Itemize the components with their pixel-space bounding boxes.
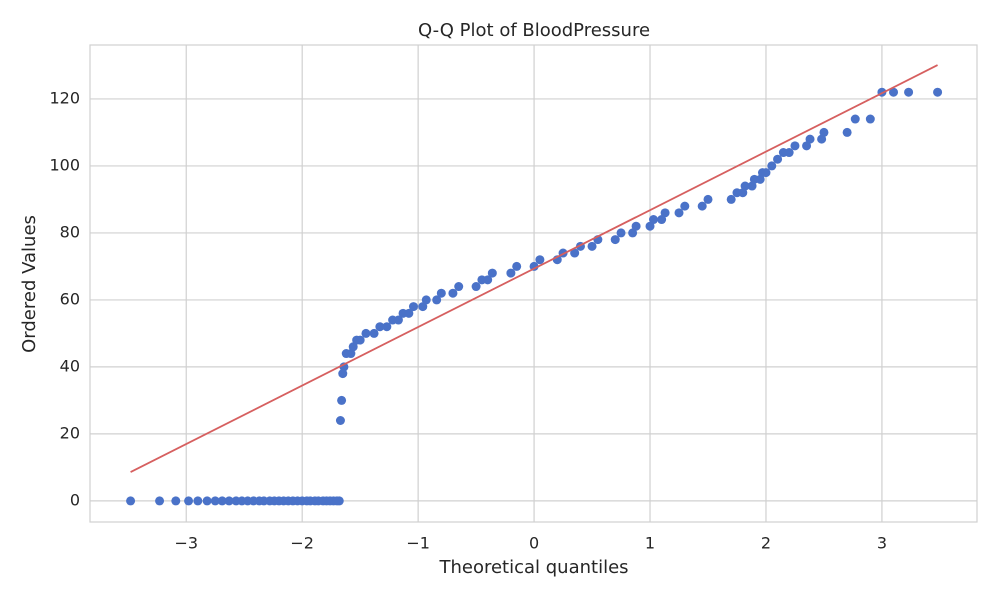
y-tick-label: 80: [60, 222, 80, 241]
y-tick-label: 0: [70, 490, 80, 509]
data-point: [382, 322, 392, 332]
data-point: [865, 114, 875, 124]
data-point: [171, 496, 181, 506]
y-axis-label: Ordered Values: [19, 215, 40, 353]
data-point: [819, 127, 829, 137]
data-point: [404, 308, 414, 318]
data-point: [529, 261, 539, 271]
data-point: [628, 228, 638, 238]
x-tick-label: 0: [529, 534, 539, 553]
data-point: [506, 268, 516, 278]
data-point: [850, 114, 860, 124]
data-point: [202, 496, 212, 506]
data-point: [773, 154, 783, 164]
data-point: [805, 134, 815, 144]
data-point: [408, 302, 418, 312]
x-tick-label: 3: [877, 534, 887, 553]
data-point: [155, 496, 165, 506]
data-point: [645, 221, 655, 231]
data-point: [680, 201, 690, 211]
data-point: [471, 282, 481, 292]
data-point: [348, 342, 358, 352]
y-tick-label: 20: [60, 423, 80, 442]
data-point: [535, 255, 545, 265]
x-axis-label: Theoretical quantiles: [438, 557, 628, 578]
data-point: [631, 221, 641, 231]
data-point: [337, 395, 347, 405]
data-point: [657, 215, 667, 225]
data-point: [193, 496, 203, 506]
data-point: [703, 194, 713, 204]
data-point: [740, 181, 750, 191]
y-tick-label: 60: [60, 289, 80, 308]
data-point: [649, 215, 659, 225]
data-point: [454, 282, 464, 292]
fit-line: [130, 64, 938, 473]
data-point: [487, 268, 497, 278]
data-point: [361, 328, 371, 338]
data-point: [184, 496, 194, 506]
data-point: [224, 496, 234, 506]
data-point: [436, 288, 446, 298]
axes-frame: [89, 44, 978, 523]
data-point: [448, 288, 458, 298]
plot-area: [126, 64, 943, 506]
data-point: [210, 496, 220, 506]
data-point: [483, 275, 493, 285]
data-point: [674, 208, 684, 218]
chart-title: Q-Q Plot of BloodPressure: [418, 20, 650, 41]
data-point: [338, 369, 348, 379]
x-tick-label: −2: [290, 534, 314, 553]
data-point: [512, 261, 522, 271]
data-point: [660, 208, 670, 218]
data-point: [784, 148, 794, 158]
data-point: [334, 496, 344, 506]
y-tick-label: 40: [60, 356, 80, 375]
data-point: [616, 228, 626, 238]
data-point: [767, 161, 777, 171]
data-point: [933, 87, 943, 97]
x-tick-label: −1: [406, 534, 430, 553]
x-tick-label: −3: [174, 534, 198, 553]
data-point: [375, 322, 385, 332]
data-point: [610, 235, 620, 245]
data-point: [393, 315, 403, 325]
data-point: [842, 127, 852, 137]
y-tick-label: 100: [49, 155, 80, 174]
data-point: [802, 141, 812, 151]
x-tick-label: 1: [645, 534, 655, 553]
data-point: [432, 295, 442, 305]
data-point: [217, 496, 227, 506]
x-tick-label: 2: [761, 534, 771, 553]
data-point: [126, 496, 136, 506]
data-point: [889, 87, 899, 97]
data-point: [570, 248, 580, 258]
data-point: [587, 241, 597, 251]
y-tick-label: 120: [49, 88, 80, 107]
data-point: [369, 328, 379, 338]
data-point: [790, 141, 800, 151]
data-point: [761, 168, 771, 178]
data-point: [418, 302, 428, 312]
data-point: [421, 295, 431, 305]
data-point: [904, 87, 914, 97]
data-point: [335, 416, 345, 426]
data-point: [697, 201, 707, 211]
data-point: [355, 335, 365, 345]
data-point: [726, 194, 736, 204]
